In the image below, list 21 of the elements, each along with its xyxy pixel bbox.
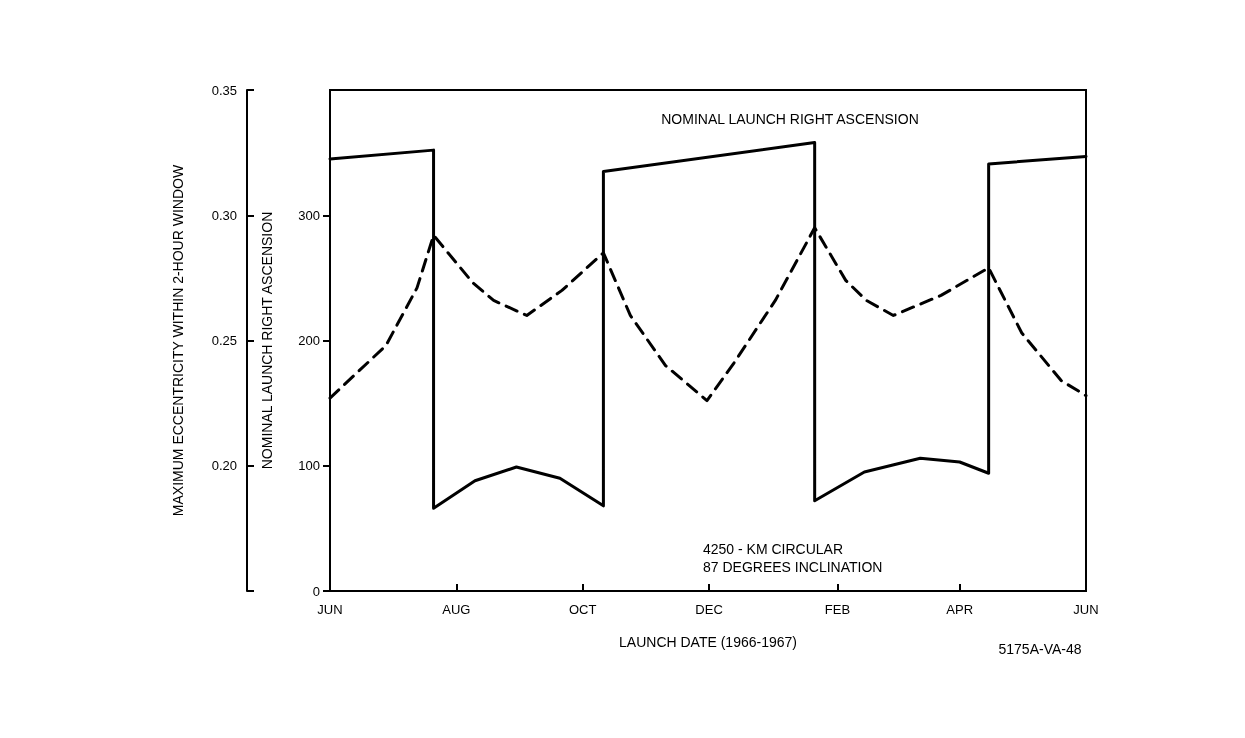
annotation: NOMINAL LAUNCH RIGHT ASCENSION (661, 111, 919, 127)
x-tick-label: AUG (442, 602, 471, 617)
x-tick-label: JUN (1073, 602, 1099, 617)
x-tick-label: JUN (317, 602, 343, 617)
y-tick-label: 300 (298, 207, 320, 223)
x-tick-label: APR (946, 602, 974, 617)
text: 5175A-VA-48 (998, 641, 1082, 657)
x-tick-label: OCT (568, 602, 597, 617)
y-axis-title: NOMINAL LAUNCH RIGHT ASCENSION (259, 211, 275, 470)
y-tick-label: 100 (298, 458, 320, 474)
y2-tick-label: 0.35 (211, 82, 237, 98)
x-axis-title: LAUNCH DATE (1966-1967) (619, 634, 797, 650)
x-tick-label: FEB (824, 602, 851, 617)
y2-axis-title: MAXIMUM ECCENTRICITY WITHIN 2-HOUR WINDOW (170, 164, 186, 517)
y-tick-label: 200 (298, 333, 320, 348)
annotation: 4250 - KM CIRCULAR 87 DEGREES INCLINATION (703, 541, 883, 575)
y2-tick-label: 0.30 (211, 207, 237, 223)
x-tick-label: DEC (695, 602, 723, 617)
y-tick-label: 0 (312, 583, 320, 599)
y2-tick-label: 0.25 (211, 333, 237, 348)
y2-tick-label: 0.20 (211, 458, 237, 474)
